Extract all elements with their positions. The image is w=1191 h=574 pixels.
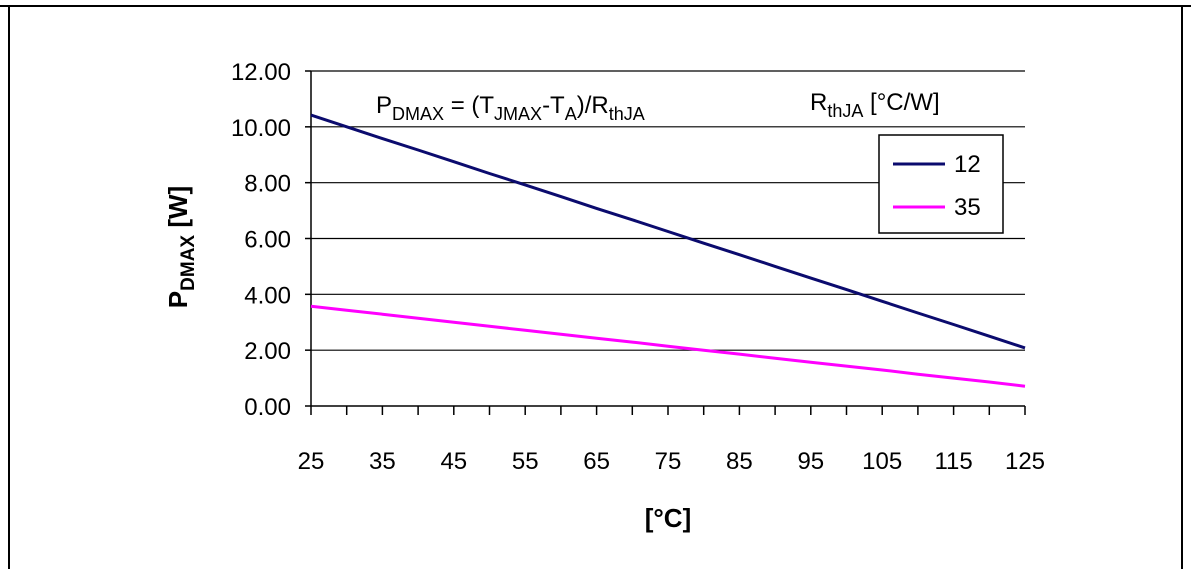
axes	[310, 71, 1026, 415]
x-tick-label: 45	[440, 448, 467, 475]
y-tick-label: 2.00	[244, 338, 291, 365]
series-line-12	[310, 113, 1026, 350]
y-tick-labels: 0.00 2.00 4.00 6.00 8.00 10.00 12.00	[231, 59, 291, 421]
x-tick-label: 75	[655, 448, 682, 475]
y-tick-label: 6.00	[244, 227, 291, 254]
legend-title: RthJA [°C/W]	[810, 89, 940, 121]
y-tick-label: 10.00	[231, 115, 291, 142]
x-tick-label: 25	[298, 448, 325, 475]
x-axis-label: [°C]	[645, 503, 692, 533]
y-tick-label: 8.00	[244, 171, 291, 198]
legend-label-35: 35	[954, 194, 981, 221]
x-tick-label: 55	[512, 448, 539, 475]
x-tick-label: 85	[726, 448, 753, 475]
y-tick-label: 12.00	[231, 59, 291, 86]
x-tick-label: 35	[369, 448, 396, 475]
x-tick-label: 115	[934, 448, 972, 475]
chart-formula: PDMAX = (TJMAX-TA)/RthJA	[376, 92, 645, 124]
x-tick-labels: 25 35 45 55 65 75 85 95 105 115 125	[298, 448, 1045, 475]
series-line-35	[310, 304, 1026, 388]
x-tick-label: 105	[862, 448, 902, 475]
y-tick-label: 0.00	[244, 394, 291, 421]
legend-label-12: 12	[954, 151, 981, 178]
y-axis-label: PDMAX [W]	[163, 186, 199, 308]
grid-lines	[305, 70, 1025, 407]
x-tick-label: 125	[1005, 448, 1045, 475]
x-tick-label: 95	[797, 448, 824, 475]
x-tick-label: 65	[583, 448, 610, 475]
series-lines	[310, 113, 1026, 388]
legend-box	[878, 134, 1004, 234]
y-tick-label: 4.00	[244, 282, 291, 309]
